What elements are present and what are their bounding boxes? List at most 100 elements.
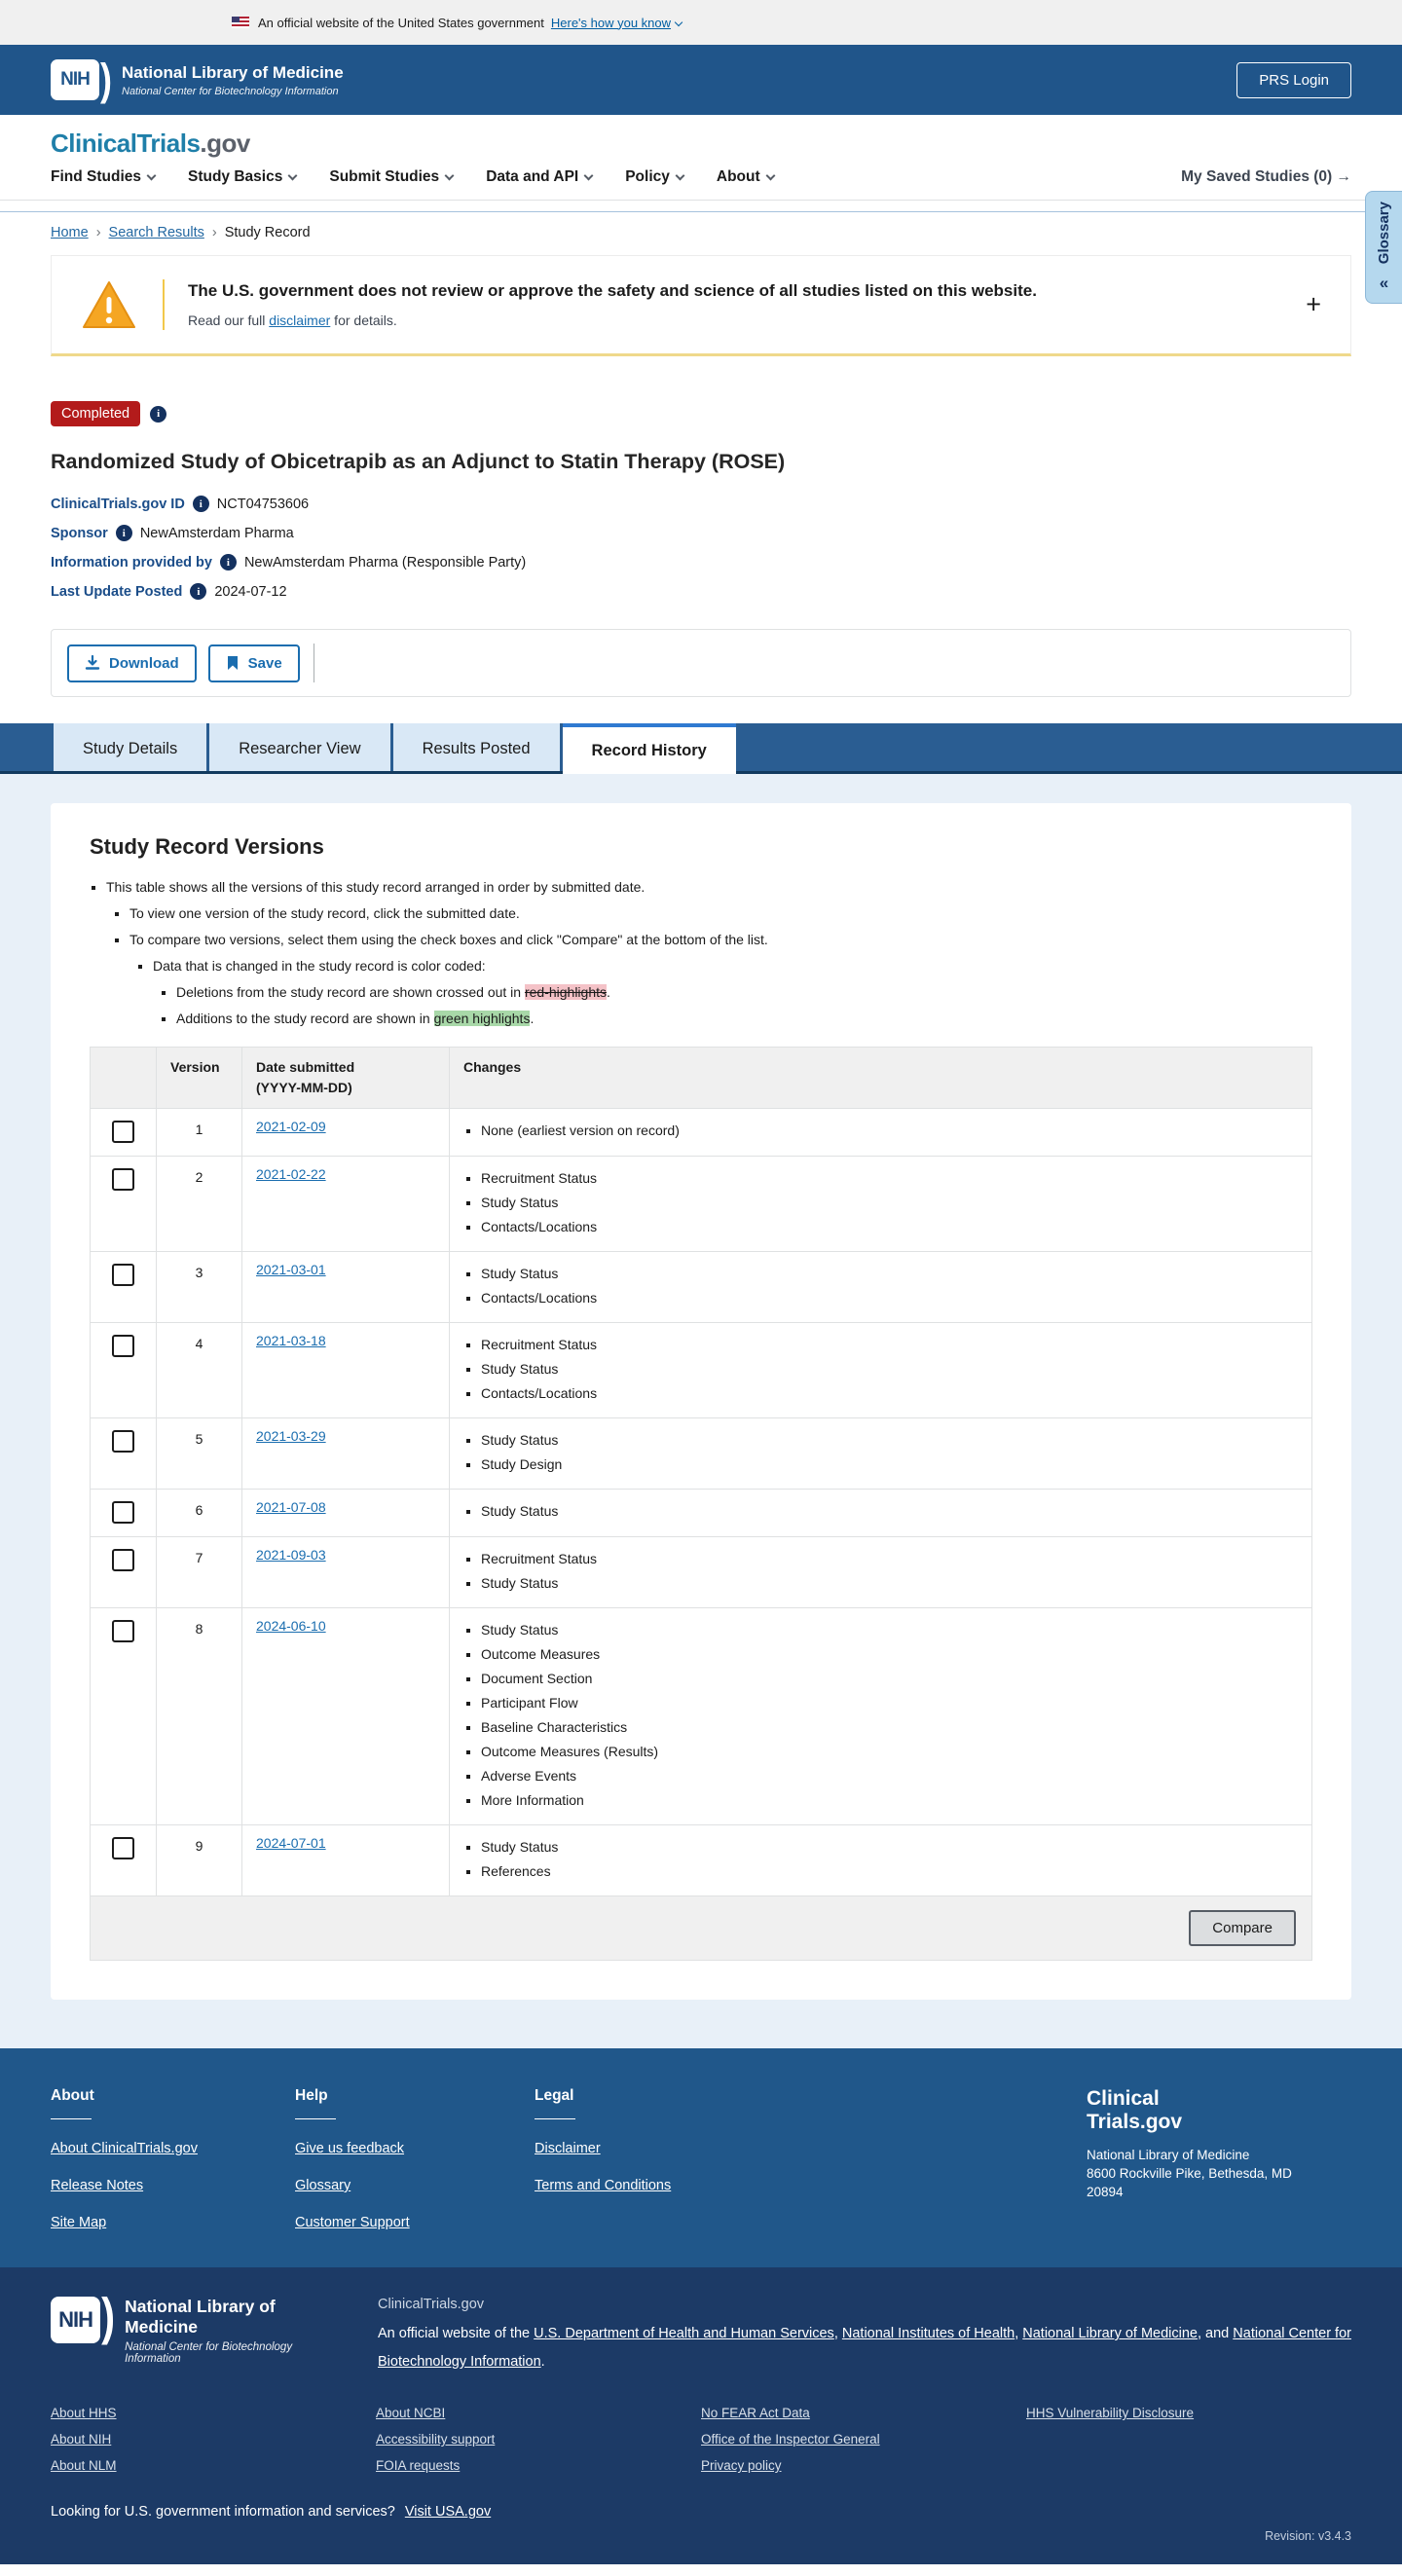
date-link[interactable]: 2021-03-29 [256,1428,326,1444]
tab-researcher-view[interactable]: Researcher View [209,723,390,771]
subfooter-links: About HHS About NIH About NLM About NCBI Acc… [51,2406,1351,2484]
change-item: Contacts/Locations [481,1217,1298,1237]
note-text: This table shows all the versions of thi… [106,879,646,895]
info-icon[interactable]: i [192,496,209,512]
official-link-national-center-for-biotechnol[interactable]: National Center for Biotechnology Inform… [378,2326,1351,2370]
footer-link-about-clinicaltrials-gov[interactable]: About ClinicalTrials.gov [51,2141,198,2156]
date-link[interactable]: 2021-03-01 [256,1262,326,1277]
change-item: Outcome Measures (Results) [481,1742,1298,1762]
date-link[interactable]: 2021-02-09 [256,1119,326,1134]
nav-item-data-and-api[interactable]: Data and API [486,168,594,186]
breadcrumb-link-search-results[interactable]: Search Results [108,225,204,240]
footer-link-glossary[interactable]: Glossary [295,2178,351,2193]
subfooter-link-about-ncbi[interactable]: About NCBI [376,2406,446,2420]
date-cell: 2024-06-10 [241,1607,450,1825]
subfooter-link-foia-requests[interactable]: FOIA requests [376,2458,461,2473]
disclaimer-link[interactable]: disclaimer [269,313,331,328]
date-link[interactable]: 2021-03-18 [256,1333,326,1348]
nav-item-about[interactable]: About [717,168,776,186]
table-row: 9 2024-07-01 Study Status References [90,1824,1312,1896]
nav-item-study-basics[interactable]: Study Basics [188,168,298,186]
footer-link-release-notes[interactable]: Release Notes [51,2178,144,2193]
footer-link-customer-support[interactable]: Customer Support [295,2215,410,2230]
nih-logo-footer[interactable]: NIH ) National Library of Medicine Natio… [51,2291,333,2376]
nav-item-policy[interactable]: Policy [625,168,685,186]
tab-results-posted[interactable]: Results Posted [392,723,560,771]
subfooter-link-office-of-the-inspector-general[interactable]: Office of the Inspector General [701,2432,880,2447]
official-link-u-s-department-of-health-and-h[interactable]: U.S. Department of Health and Human Serv… [534,2326,834,2341]
footer-link-give-us-feedback[interactable]: Give us feedback [295,2141,405,2156]
how-you-know-link[interactable]: Here's how you know [550,15,672,30]
info-icon[interactable]: i [115,525,132,541]
checkbox-cell [90,1607,157,1825]
change-item: Study Status [481,1264,1298,1284]
prs-login-button[interactable]: PRS Login [1236,61,1351,98]
official-website-line: An official website of the U.S. Departme… [378,2320,1351,2376]
info-icon[interactable]: i [190,583,207,600]
date-link[interactable]: 2021-09-03 [256,1547,326,1563]
tab-study-details[interactable]: Study Details [54,723,207,771]
my-saved-studies-link[interactable]: My Saved Studies (0) → [1181,168,1351,185]
date-link[interactable]: 2021-02-22 [256,1166,326,1182]
note-item: Deletions from the study record are show… [176,982,1312,1003]
official-text: , [833,2326,842,2341]
footer-link-site-map[interactable]: Site Map [51,2215,107,2230]
study-record-versions-card: Study Record Versions This table shows a… [51,803,1351,2000]
clinicaltrials-logo[interactable]: ClinicalTrials.gov [51,129,1351,159]
download-button[interactable]: Download [67,644,197,682]
gov-banner-text: An official website of the United States… [258,15,544,30]
compare-button[interactable]: Compare [1189,1910,1296,1946]
table-row: 8 2024-06-10 Study Status Outcome Measures D… [90,1607,1312,1825]
footer-column-legal: Legal Disclaimer Terms and Conditions [535,2087,779,2230]
version-checkbox[interactable] [112,1620,134,1642]
table-row: 6 2021-07-08 Study Status [90,1489,1312,1537]
breadcrumb-link-home[interactable]: Home [51,225,89,240]
checkbox-cell [90,1322,157,1418]
info-icon[interactable]: i [150,405,167,423]
subfooter-link-about-nlm[interactable]: About NLM [51,2458,117,2473]
subfooter-link-about-nih[interactable]: About NIH [51,2432,112,2447]
footer-link-disclaimer[interactable]: Disclaimer [535,2141,601,2156]
expand-plus-icon[interactable]: + [1306,289,1321,319]
status-badge: Completed [51,401,141,426]
subfooter-link-hhs-vulnerability-disclosure[interactable]: HHS Vulnerability Disclosure [1026,2406,1195,2420]
subfooter-link-accessibility-support[interactable]: Accessibility support [376,2432,496,2447]
official-link-national-library-of-medicine[interactable]: National Library of Medicine [1022,2326,1198,2341]
save-button[interactable]: Save [207,644,300,682]
nav-item-submit-studies[interactable]: Submit Studies [329,168,455,186]
version-checkbox[interactable] [112,1549,134,1571]
version-checkbox[interactable] [112,1430,134,1453]
date-link[interactable]: 2021-07-08 [256,1499,326,1515]
version-checkbox[interactable] [112,1837,134,1859]
column-header: Version [156,1047,242,1109]
warning-body-suffix: for details. [330,313,397,328]
info-icon[interactable]: i [219,554,237,570]
note-item: To view one version of the study record,… [129,903,1312,924]
nih-logo[interactable]: NIH ) [51,57,112,101]
subfooter-link-privacy-policy[interactable]: Privacy policy [701,2458,782,2473]
version-checkbox[interactable] [112,1264,134,1286]
notes-list: This table shows all the versions of thi… [90,877,1312,1029]
official-link-national-institutes-of-health[interactable]: National Institutes of Health [841,2326,1015,2341]
glossary-side-tab[interactable]: Glossary « [1365,191,1402,304]
subfooter-link-no-fear-act-data[interactable]: No FEAR Act Data [701,2406,810,2420]
tab-strip: Study Details Researcher View Results Post… [0,723,1402,774]
highlight-green: green highlights [433,1011,531,1026]
note-item: This table shows all the versions of thi… [106,877,1312,1029]
tab-record-history[interactable]: Record History [562,723,736,774]
footer-link-terms-and-conditions[interactable]: Terms and Conditions [535,2178,672,2193]
logo-suffix: .gov [200,129,250,158]
version-checkbox[interactable] [112,1121,134,1143]
subfooter-link-about-hhs[interactable]: About HHS [51,2406,117,2420]
nav-item-find-studies[interactable]: Find Studies [51,168,157,186]
date-link[interactable]: 2024-06-10 [256,1618,326,1634]
date-link[interactable]: 2024-07-01 [256,1835,326,1851]
version-cell: 7 [156,1536,242,1608]
table-row: 1 2021-02-09 None (earliest version on rec… [90,1108,1312,1157]
version-checkbox[interactable] [112,1501,134,1524]
version-checkbox[interactable] [112,1335,134,1357]
version-checkbox[interactable] [112,1168,134,1191]
visit-usa-gov-link[interactable]: Visit USA.gov [404,2504,492,2520]
note-item: Data that is changed in the study record… [153,956,1312,1029]
table-header-row: Version Date submitted (YYYY-MM-DD) Change… [90,1047,1312,1109]
